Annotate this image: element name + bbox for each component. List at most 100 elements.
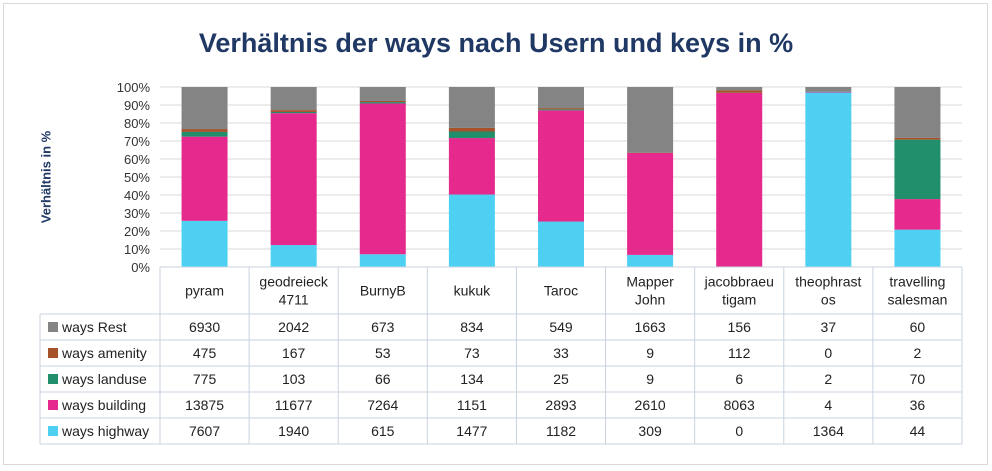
data-label: 73 xyxy=(464,345,480,361)
bar-segment xyxy=(627,87,674,153)
data-label: 11677 xyxy=(275,397,313,413)
data-label: 9 xyxy=(646,371,654,387)
chart-title: Verhältnis der ways nach Usern und keys … xyxy=(198,28,794,58)
data-label: 7264 xyxy=(367,397,398,413)
legend-swatch xyxy=(48,322,58,332)
data-label: 36 xyxy=(910,397,926,413)
bar-segment xyxy=(270,111,317,114)
bar-segment xyxy=(270,110,317,112)
category-label: geodreieck xyxy=(259,274,328,290)
bar-segment xyxy=(448,131,495,139)
bar-segment xyxy=(359,103,406,255)
bar-segment xyxy=(538,108,584,110)
data-label: 775 xyxy=(193,371,217,387)
y-tick-label: 90% xyxy=(124,98,150,113)
legend-label: ways amenity xyxy=(61,345,147,361)
bar-segment xyxy=(538,109,584,111)
data-label: 60 xyxy=(910,319,926,335)
category-label: pyram xyxy=(185,283,224,299)
legend-swatch xyxy=(48,426,58,436)
data-label: 309 xyxy=(638,423,662,439)
data-label: 6 xyxy=(735,371,743,387)
category-label: jacobbraeu xyxy=(704,274,774,290)
bar-segment xyxy=(270,245,317,267)
bar-segment xyxy=(448,138,495,195)
bar-segment xyxy=(270,113,317,246)
data-label: 70 xyxy=(910,371,926,387)
data-label: 2 xyxy=(914,345,922,361)
y-tick-label: 60% xyxy=(124,152,150,167)
category-label: BurnyB xyxy=(360,283,406,299)
bar-segment xyxy=(716,90,763,93)
data-label: 1940 xyxy=(278,423,309,439)
legend-label: ways Rest xyxy=(61,319,127,335)
data-label: 549 xyxy=(549,319,573,335)
bar-segment xyxy=(627,152,674,255)
data-label: 2893 xyxy=(545,397,576,413)
data-label: 0 xyxy=(824,345,832,361)
data-label: 0 xyxy=(735,423,743,439)
bar-segment xyxy=(181,220,228,267)
bar-segment xyxy=(716,92,763,267)
data-label: 1477 xyxy=(456,423,487,439)
category-label: Taroc xyxy=(544,283,578,299)
data-label: 6930 xyxy=(189,319,220,335)
legend-label: ways highway xyxy=(61,423,149,439)
bar-segment xyxy=(894,199,941,230)
bar-segment xyxy=(716,87,763,91)
y-tick-label: 20% xyxy=(124,224,150,239)
y-tick-label: 50% xyxy=(124,170,150,185)
bar-segment xyxy=(181,136,228,221)
bar-segment xyxy=(359,87,406,101)
bar-segment xyxy=(448,127,495,132)
data-label: 103 xyxy=(282,371,306,387)
category-label: salesman xyxy=(887,292,947,308)
data-label: 156 xyxy=(728,319,752,335)
legend-swatch xyxy=(48,400,58,410)
bar-segment xyxy=(181,129,228,132)
y-tick-label: 10% xyxy=(124,242,150,257)
data-label: 7607 xyxy=(189,423,220,439)
data-label: 112 xyxy=(728,345,751,361)
data-label: 1364 xyxy=(813,423,844,439)
category-label: os xyxy=(821,292,836,308)
bar-segment xyxy=(894,229,941,267)
bar-segment xyxy=(359,102,406,104)
bar-segment xyxy=(270,87,317,111)
data-label: 37 xyxy=(821,319,837,335)
data-label: 53 xyxy=(375,345,391,361)
bar-segment xyxy=(894,137,941,140)
data-label: 2 xyxy=(824,371,832,387)
legend-swatch xyxy=(48,348,58,358)
bar-segment xyxy=(894,87,941,138)
data-label: 33 xyxy=(553,345,569,361)
y-tick-label: 30% xyxy=(124,206,150,221)
bar-segment xyxy=(538,221,584,267)
category-label: theophrast xyxy=(795,274,861,290)
bar-segment xyxy=(538,110,584,222)
category-label: tigam xyxy=(722,292,756,308)
bar-segment xyxy=(805,87,852,92)
data-label: 1151 xyxy=(457,397,487,413)
y-tick-label: 70% xyxy=(124,134,150,149)
bar-segment xyxy=(894,139,941,200)
bar-segment xyxy=(448,87,495,128)
data-label: 1663 xyxy=(635,319,666,335)
bar-segment xyxy=(805,91,852,93)
data-label: 134 xyxy=(460,371,484,387)
data-label: 834 xyxy=(460,319,484,335)
category-label: 4711 xyxy=(279,292,309,308)
data-label: 2610 xyxy=(635,397,666,413)
data-label: 25 xyxy=(553,371,569,387)
y-tick-label: 0% xyxy=(131,260,150,275)
bar-segment xyxy=(359,254,406,267)
bar-segment xyxy=(448,194,495,267)
data-label: 4 xyxy=(824,397,832,413)
data-label: 673 xyxy=(371,319,395,335)
bar-segment xyxy=(181,87,228,130)
y-tick-label: 100% xyxy=(117,80,151,95)
legend-label: ways building xyxy=(61,397,146,413)
bar-segment xyxy=(805,92,852,267)
bar-segment xyxy=(181,131,228,137)
